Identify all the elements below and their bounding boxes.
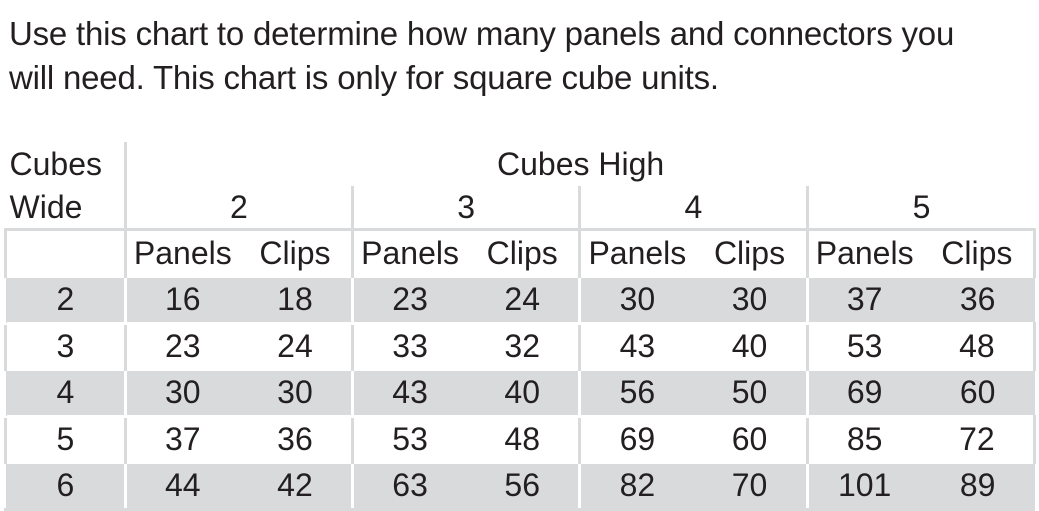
cell-clips: 48 xyxy=(466,414,582,463)
cell-clips: 24 xyxy=(466,275,582,323)
cell-panels: 85 xyxy=(807,414,921,463)
cell-panels: 37 xyxy=(807,275,921,323)
cell-clips: 56 xyxy=(466,461,582,511)
table-row: 2 16 18 23 24 30 30 37 36 xyxy=(5,275,1035,323)
cell-panels: 30 xyxy=(125,368,239,416)
table-row: 3 23 24 33 32 43 40 53 48 xyxy=(4,321,1036,370)
cell-clips: 48 xyxy=(920,321,1036,370)
cell-clips: 36 xyxy=(920,275,1035,323)
subheader-clips: Clips xyxy=(693,228,809,277)
subheader-clips: Clips xyxy=(920,228,1036,277)
cell-panels: 53 xyxy=(807,321,921,370)
cubes-high-label: Cubes High xyxy=(497,145,665,182)
intro-text: Use this chart to determine how many pan… xyxy=(9,12,1029,100)
cell-clips: 24 xyxy=(238,321,355,370)
table-row: 6 44 42 63 56 82 70 101 89 xyxy=(5,461,1035,511)
table-row: 5 37 36 53 48 69 60 85 72 xyxy=(4,414,1036,463)
high-group-5: 5 xyxy=(912,188,931,225)
cell-panels: 82 xyxy=(579,461,694,511)
subheader-clips: Clips xyxy=(238,228,355,277)
cell-panels: 69 xyxy=(807,368,921,416)
cell-clips: 72 xyxy=(920,414,1036,463)
subheader-panels: Panels xyxy=(579,228,694,277)
subheader-empty xyxy=(4,228,127,277)
table-row: 4 30 30 43 40 56 50 69 60 xyxy=(5,368,1035,416)
cell-panels: 101 xyxy=(807,461,921,511)
subheader-panels: Panels xyxy=(352,228,467,277)
cell-panels: 44 xyxy=(125,461,239,511)
cell-clips: 40 xyxy=(466,368,582,416)
row-cubes-wide: 4 xyxy=(5,368,127,416)
cell-panels: 23 xyxy=(352,275,467,323)
cell-panels: 53 xyxy=(352,414,467,463)
high-group-2: 2 xyxy=(125,186,355,230)
row-cubes-wide: 2 xyxy=(5,275,127,323)
cell-panels: 56 xyxy=(579,368,694,416)
cubes-wide-label-line1: Cubes xyxy=(5,142,127,186)
cell-panels: 37 xyxy=(125,414,239,463)
cell-clips: 50 xyxy=(693,368,809,416)
subheader-panels: Panels xyxy=(807,228,921,277)
cell-panels: 63 xyxy=(352,461,467,511)
cell-panels: 69 xyxy=(579,414,694,463)
cell-panels: 43 xyxy=(352,368,467,416)
cell-panels: 16 xyxy=(125,275,239,323)
high-group-3: 3 xyxy=(352,186,582,230)
intro-line-1: Use this chart to determine how many pan… xyxy=(9,15,955,52)
cell-clips: 60 xyxy=(693,414,809,463)
cell-clips: 36 xyxy=(238,414,355,463)
cell-clips: 18 xyxy=(238,275,355,323)
cell-panels: 30 xyxy=(579,275,694,323)
cell-panels: 43 xyxy=(579,321,694,370)
row-cubes-wide: 6 xyxy=(5,461,127,511)
cell-clips: 70 xyxy=(693,461,809,511)
cell-clips: 30 xyxy=(238,368,355,416)
cell-clips: 32 xyxy=(466,321,582,370)
subheader-row: Panels Clips Panels Clips Panels Clips P… xyxy=(4,228,1036,277)
subheader-clips: Clips xyxy=(466,228,582,277)
cell-clips: 30 xyxy=(693,275,809,323)
cell-clips: 89 xyxy=(920,461,1035,511)
cell-panels: 23 xyxy=(125,321,239,370)
high-group-4: 4 xyxy=(579,186,809,230)
cubes-wide-label-line2: Wide xyxy=(5,186,127,230)
panels-clips-table: Cubes Cubes High Wide 2 3 4 5 Panels Cli… xyxy=(4,142,1036,511)
row-cubes-wide: 3 xyxy=(4,321,127,370)
row-cubes-wide: 5 xyxy=(4,414,127,463)
subheader-panels: Panels xyxy=(125,228,239,277)
cell-clips: 60 xyxy=(920,368,1035,416)
cell-clips: 42 xyxy=(238,461,355,511)
panel-chart: Cubes Cubes High Wide 2 3 4 5 Panels Cli… xyxy=(4,142,1036,511)
cell-panels: 33 xyxy=(352,321,467,370)
cell-clips: 40 xyxy=(693,321,809,370)
intro-line-2: will need. This chart is only for square… xyxy=(9,59,719,96)
